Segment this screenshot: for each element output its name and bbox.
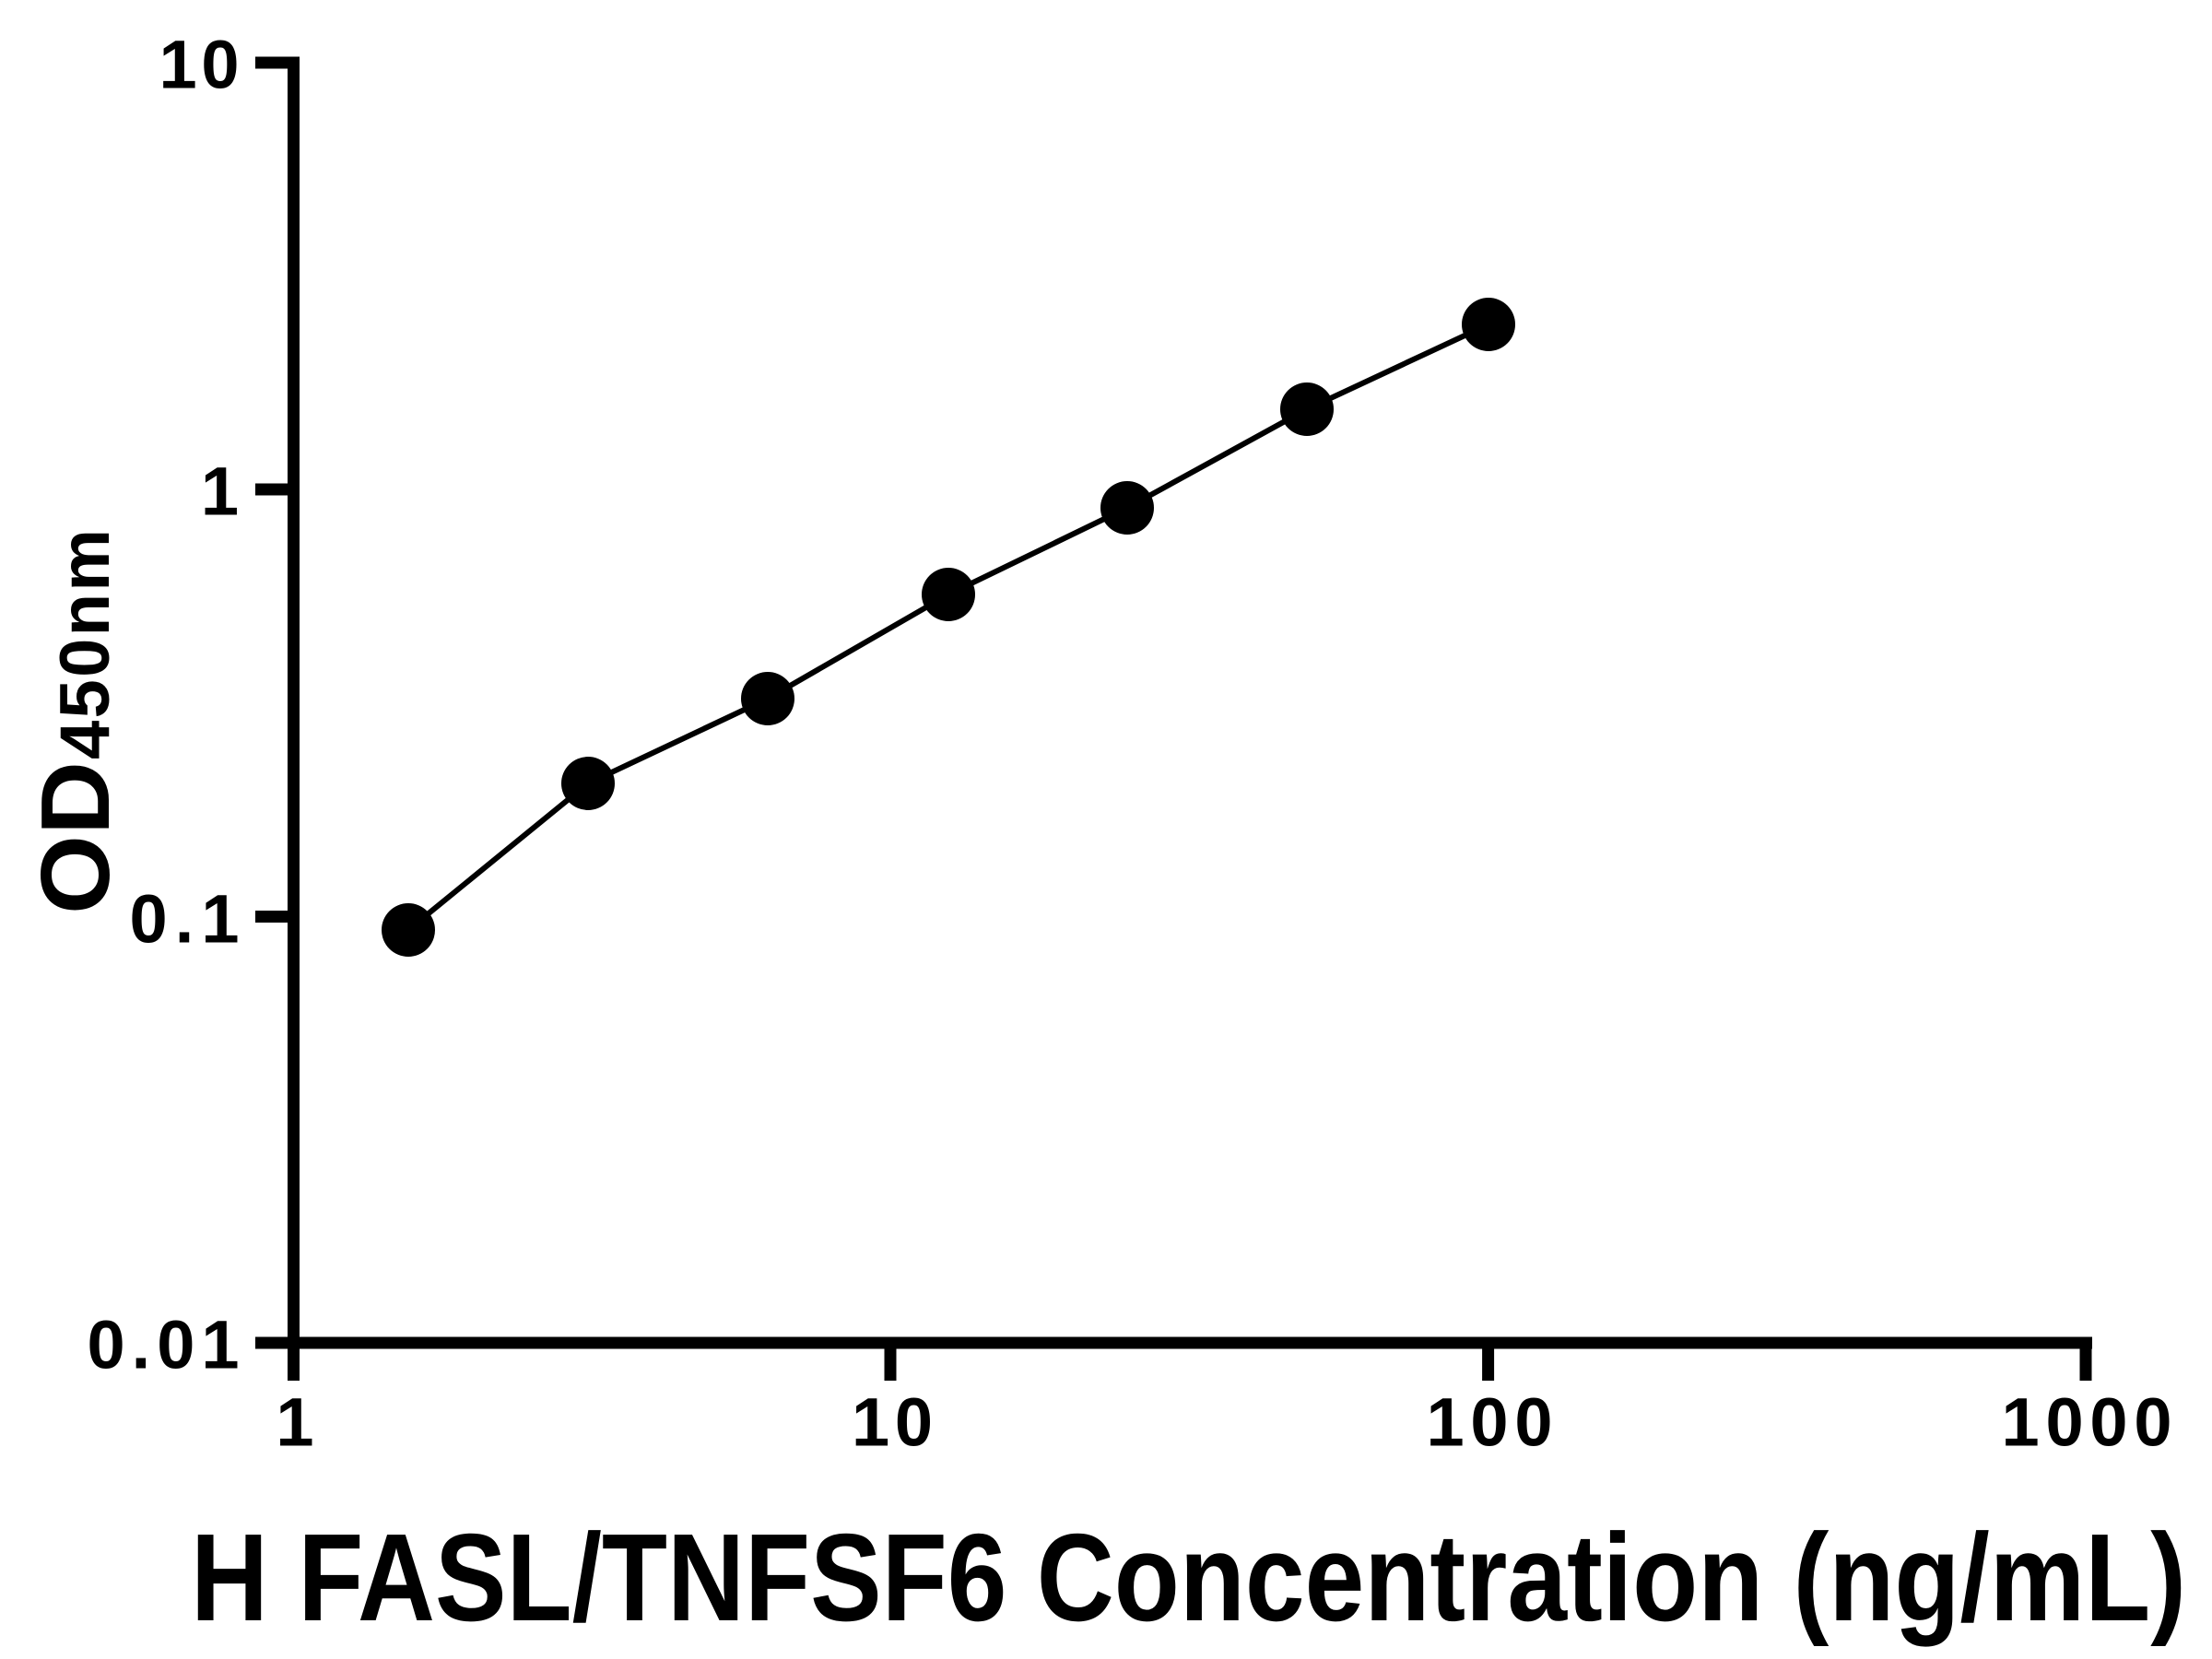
svg-text:H FASL/TNFSF6 Concentration (n: H FASL/TNFSF6 Concentration (ng/mL) bbox=[191, 1508, 2186, 1647]
svg-text:0.01: 0.01 bbox=[88, 1307, 240, 1383]
svg-text:0.1: 0.1 bbox=[130, 881, 240, 958]
svg-text:450nm: 450nm bbox=[46, 529, 124, 759]
svg-text:1: 1 bbox=[201, 453, 239, 530]
svg-text:1: 1 bbox=[276, 1384, 313, 1461]
svg-text:100: 100 bbox=[1427, 1384, 1553, 1461]
svg-text:OD: OD bbox=[21, 761, 130, 914]
